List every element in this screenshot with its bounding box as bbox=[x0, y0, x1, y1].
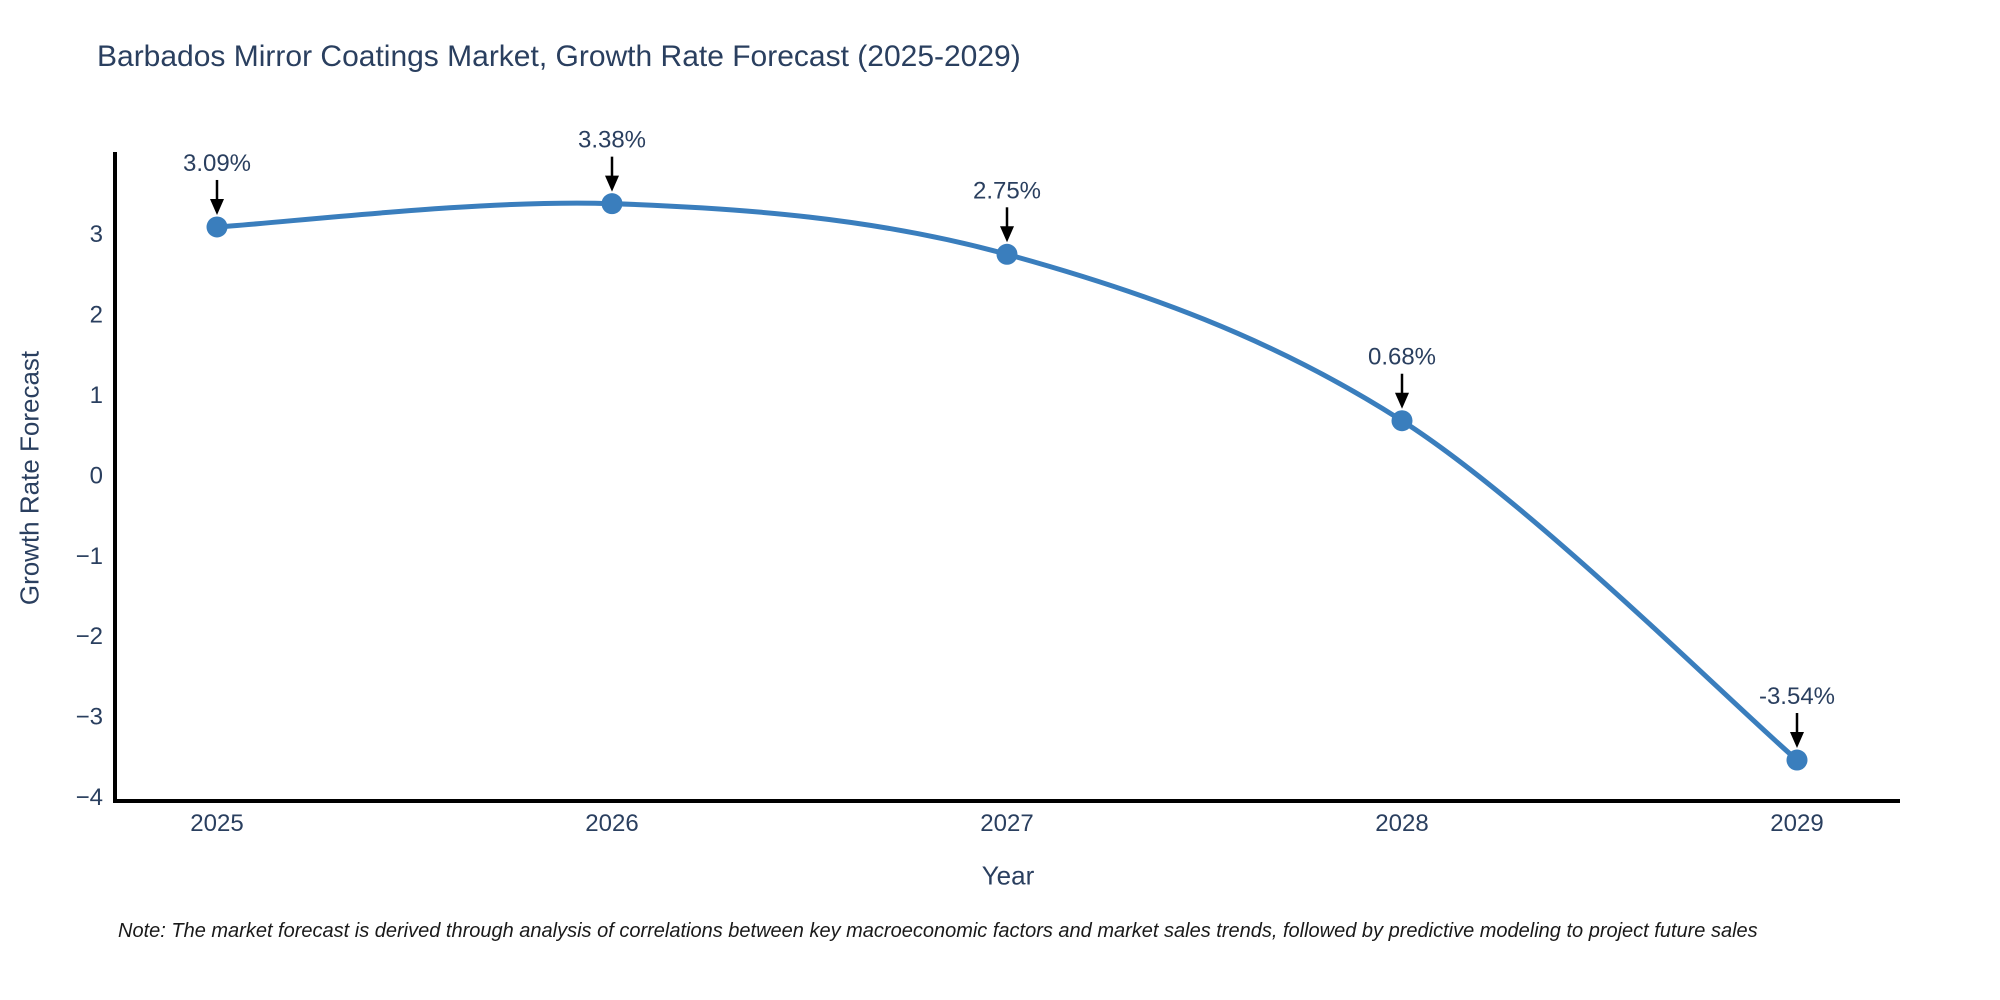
annotation-label: -3.54% bbox=[1759, 683, 1835, 710]
x-tick-label: 2029 bbox=[1770, 810, 1823, 837]
data-point-marker[interactable] bbox=[1391, 410, 1413, 432]
data-point-marker[interactable] bbox=[996, 243, 1018, 265]
annotation-arrowhead-icon bbox=[605, 175, 619, 192]
annotation-arrowhead-icon bbox=[1790, 732, 1804, 749]
trend-line bbox=[214, 200, 1800, 763]
annotation-label: 2.75% bbox=[973, 177, 1041, 204]
annotation-arrowhead-icon bbox=[1000, 226, 1014, 243]
y-tick-label: 1 bbox=[90, 382, 103, 409]
annotation-label: 3.38% bbox=[578, 127, 646, 154]
x-tick-label: 2028 bbox=[1375, 810, 1428, 837]
footnote: Note: The market forecast is derived thr… bbox=[118, 920, 1758, 942]
annotation-arrowhead-icon bbox=[210, 198, 224, 215]
chart-title: Barbados Mirror Coatings Market, Growth … bbox=[97, 40, 1021, 73]
y-tick-label: 2 bbox=[90, 302, 103, 329]
data-point-marker[interactable] bbox=[1786, 749, 1808, 771]
y-tick-label: −1 bbox=[76, 543, 103, 570]
annotation-arrowhead-icon bbox=[1395, 392, 1409, 409]
annotation-label: 3.09% bbox=[183, 150, 251, 177]
x-tick-label: 2027 bbox=[980, 810, 1033, 837]
y-tick-label: 3 bbox=[90, 221, 103, 248]
x-tick-label: 2026 bbox=[585, 810, 638, 837]
y-axis-title: Growth Rate Forecast bbox=[14, 350, 45, 606]
data-point-marker[interactable] bbox=[206, 216, 228, 238]
y-tick-label: −3 bbox=[76, 704, 103, 731]
annotation-label: 0.68% bbox=[1368, 344, 1436, 371]
x-tick-label: 2025 bbox=[190, 810, 243, 837]
x-axis-title: Year bbox=[981, 860, 1035, 891]
data-point-marker[interactable] bbox=[601, 193, 623, 215]
y-tick-label: −2 bbox=[76, 623, 103, 650]
y-tick-label: 0 bbox=[90, 462, 103, 489]
y-tick-label: −4 bbox=[76, 784, 103, 811]
